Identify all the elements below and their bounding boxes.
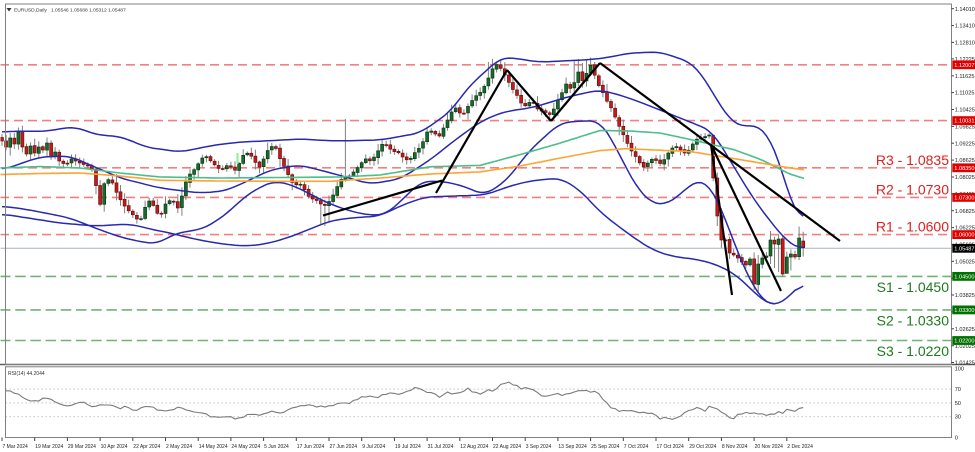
svg-text:1.08025: 1.08025 (955, 175, 975, 181)
svg-text:0: 0 (955, 435, 958, 441)
svg-text:1.12810: 1.12810 (955, 41, 975, 47)
svg-text:20 Nov 2024: 20 Nov 2024 (755, 444, 784, 450)
svg-text:25 Sep 2024: 25 Sep 2024 (591, 444, 620, 450)
svg-text:14 May 2024: 14 May 2024 (199, 444, 228, 450)
svg-text:1.08625: 1.08625 (955, 158, 975, 164)
svg-text:22 Apr 2024: 22 Apr 2024 (133, 444, 160, 450)
svg-text:1.11025: 1.11025 (955, 91, 975, 97)
svg-text:10 Apr 2024: 10 Apr 2024 (101, 444, 128, 450)
svg-text:1.02025: 1.02025 (955, 344, 975, 350)
svg-text:7 Mar 2024: 7 Mar 2024 (3, 444, 29, 450)
svg-text:S3 - 1.0220: S3 - 1.0220 (877, 343, 950, 359)
svg-text:1.10031: 1.10031 (954, 119, 974, 125)
svg-text:S1 - 1.0450: S1 - 1.0450 (877, 279, 950, 295)
svg-text:EURUSD,Daily 1.05546 1.05688: EURUSD,Daily 1.05546 1.05688 1.05312 1.0… (14, 8, 126, 14)
svg-text:19 Mar 2024: 19 Mar 2024 (35, 444, 63, 450)
svg-text:1.06000: 1.06000 (954, 233, 974, 239)
svg-text:1.03300: 1.03300 (954, 308, 974, 314)
svg-text:1.06225: 1.06225 (955, 226, 975, 232)
svg-text:100: 100 (955, 367, 964, 373)
svg-text:22 Aug 2024: 22 Aug 2024 (493, 444, 521, 450)
svg-text:5 Jun 2024: 5 Jun 2024 (264, 444, 289, 450)
svg-text:27 Jun 2024: 27 Jun 2024 (330, 444, 358, 450)
svg-text:24 May 2024: 24 May 2024 (231, 444, 260, 450)
svg-text:R1 - 1.0600: R1 - 1.0600 (876, 219, 949, 235)
svg-text:1.02200: 1.02200 (954, 339, 974, 345)
svg-text:7 Oct 2024: 7 Oct 2024 (624, 444, 649, 450)
svg-text:1.10425: 1.10425 (955, 108, 975, 114)
svg-text:S2 - 1.0330: S2 - 1.0330 (877, 312, 950, 328)
svg-text:29 Oct 2024: 29 Oct 2024 (689, 444, 716, 450)
svg-text:31 Jul 2024: 31 Jul 2024 (428, 444, 454, 450)
svg-text:1.02625: 1.02625 (955, 327, 975, 333)
svg-text:1.11625: 1.11625 (955, 74, 975, 80)
svg-text:1.03825: 1.03825 (955, 293, 975, 299)
svg-text:1.07300: 1.07300 (954, 196, 974, 202)
svg-text:9 Jul 2024: 9 Jul 2024 (362, 444, 385, 450)
svg-text:2 May 2024: 2 May 2024 (166, 444, 192, 450)
svg-text:1.05025: 1.05025 (955, 259, 975, 265)
svg-text:1.14010: 1.14010 (955, 7, 975, 13)
svg-text:1.04500: 1.04500 (954, 275, 974, 281)
svg-text:1.08350: 1.08350 (954, 166, 974, 172)
svg-text:3 Sep 2024: 3 Sep 2024 (526, 444, 552, 450)
svg-text:1.09825: 1.09825 (955, 125, 975, 131)
svg-text:19 Jul 2024: 19 Jul 2024 (395, 444, 421, 450)
svg-text:13 Sep 2024: 13 Sep 2024 (558, 444, 587, 450)
svg-text:2 Dec 2024: 2 Dec 2024 (787, 444, 813, 450)
svg-text:50: 50 (955, 401, 961, 407)
svg-text:1.09225: 1.09225 (955, 141, 975, 147)
svg-text:R3 - 1.0835: R3 - 1.0835 (876, 152, 949, 168)
svg-text:1.12007: 1.12007 (954, 63, 974, 69)
svg-text:R2 - 1.0730: R2 - 1.0730 (876, 181, 949, 197)
svg-text:1.13410: 1.13410 (955, 24, 975, 30)
svg-text:17 Oct 2024: 17 Oct 2024 (657, 444, 684, 450)
svg-text:70: 70 (955, 387, 961, 393)
svg-text:1.06825: 1.06825 (955, 209, 975, 215)
svg-text:1.01425: 1.01425 (955, 361, 975, 367)
svg-text:30: 30 (955, 415, 961, 421)
svg-text:1.05487: 1.05487 (954, 246, 974, 252)
svg-text:8 Nov 2024: 8 Nov 2024 (722, 444, 748, 450)
svg-text:29 Mar 2024: 29 Mar 2024 (68, 444, 96, 450)
svg-text:17 Jun 2024: 17 Jun 2024 (297, 444, 325, 450)
svg-text:RSI(14) 44.2044: RSI(14) 44.2044 (8, 371, 45, 377)
svg-text:12 Aug 2024: 12 Aug 2024 (460, 444, 488, 450)
svg-text:1.12225: 1.12225 (955, 57, 975, 63)
